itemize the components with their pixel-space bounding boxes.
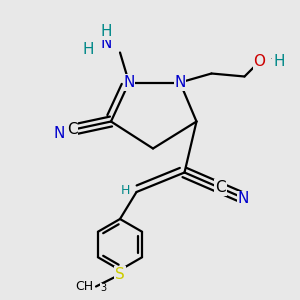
Text: S: S: [115, 267, 125, 282]
Text: O: O: [254, 54, 266, 69]
Text: N: N: [101, 36, 112, 51]
Text: C: C: [215, 180, 226, 195]
Text: H: H: [121, 184, 130, 197]
Text: N: N: [237, 191, 249, 206]
Text: N: N: [123, 75, 135, 90]
Text: CH: CH: [75, 280, 93, 293]
Text: N: N: [53, 126, 65, 141]
Text: H: H: [273, 54, 285, 69]
Text: H: H: [83, 42, 94, 57]
Text: H: H: [101, 24, 112, 39]
Text: -: -: [271, 52, 275, 65]
Text: N: N: [174, 75, 186, 90]
Text: 3: 3: [100, 283, 106, 293]
Text: C: C: [67, 122, 77, 136]
